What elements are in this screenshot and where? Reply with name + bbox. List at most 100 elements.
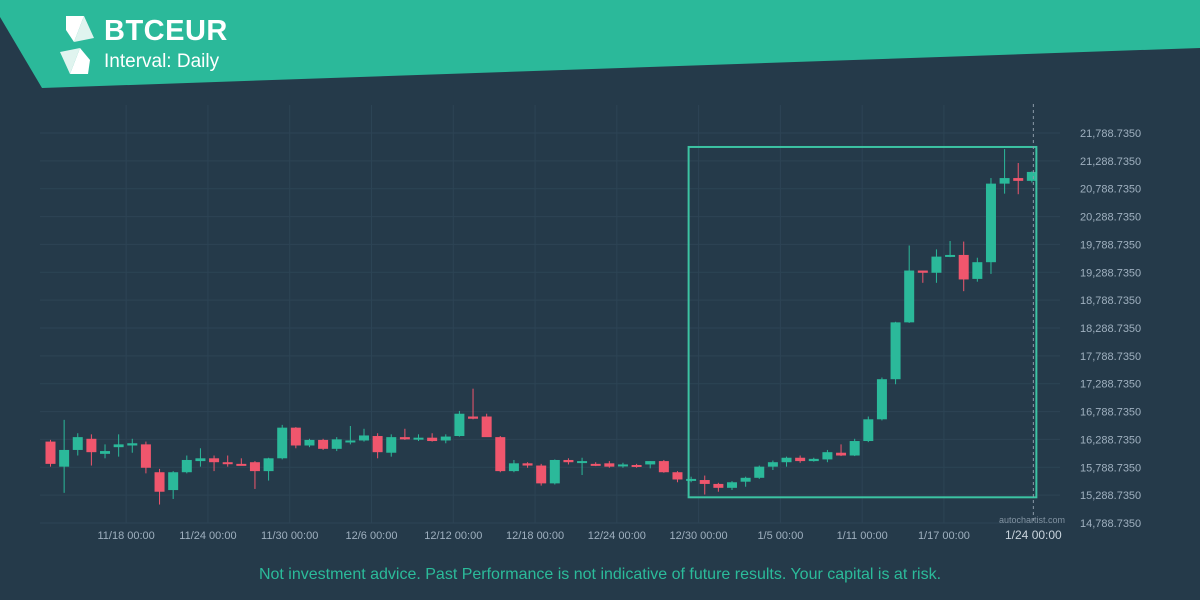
y-tick-label: 18,288.7350 — [1080, 323, 1141, 335]
candle — [590, 462, 601, 467]
candle-body — [386, 437, 397, 453]
candle-body — [113, 444, 124, 448]
candle-body — [154, 472, 165, 492]
candle — [958, 241, 969, 292]
candle — [100, 444, 111, 459]
y-tick-label: 17,288.7350 — [1080, 379, 1141, 391]
candle — [249, 461, 260, 489]
candle-body — [590, 463, 601, 466]
candle — [658, 459, 669, 473]
candle-body — [440, 436, 451, 441]
candle-body — [849, 441, 860, 456]
candle-body — [168, 472, 179, 491]
candle-body — [577, 461, 588, 464]
candle-body — [699, 480, 710, 484]
candle — [549, 459, 560, 485]
candle-body — [767, 462, 778, 467]
candle — [754, 465, 765, 479]
candle — [945, 241, 956, 258]
candle-body — [222, 462, 233, 465]
x-tick-label: 1/17 00:00 — [918, 530, 970, 542]
y-tick-label: 20,788.7350 — [1080, 184, 1141, 196]
candle-body — [999, 178, 1010, 184]
candle — [222, 455, 233, 467]
candle — [304, 438, 315, 448]
y-tick-label: 16,788.7350 — [1080, 407, 1141, 419]
candle — [386, 434, 397, 457]
x-tick-label: 11/30 00:00 — [261, 530, 318, 542]
candle-body — [399, 437, 410, 440]
candle — [454, 410, 465, 437]
candle — [358, 428, 369, 442]
candle — [495, 436, 506, 473]
x-tick-label: 12/30 00:00 — [670, 530, 728, 542]
candle-body — [917, 270, 928, 273]
candle-body — [372, 436, 383, 453]
candle — [836, 444, 847, 457]
candles — [45, 149, 1037, 505]
candle — [154, 468, 165, 505]
candle-body — [277, 427, 288, 459]
candle-body — [754, 466, 765, 478]
disclaimer-text: Not investment advice. Past Performance … — [258, 566, 942, 583]
candle — [195, 448, 206, 467]
x-tick-label: 11/24 00:00 — [179, 530, 236, 542]
candle-body — [86, 438, 97, 453]
candle-body — [686, 478, 697, 481]
candle — [767, 460, 778, 471]
candle-body — [45, 441, 56, 464]
candle-body — [658, 461, 669, 473]
candle-body — [604, 463, 615, 467]
pattern-box-layer — [687, 104, 1038, 523]
candle — [617, 462, 628, 468]
candle-body — [876, 379, 887, 420]
candle — [413, 434, 424, 442]
candle-body — [549, 459, 560, 484]
candle-body — [904, 270, 915, 323]
candle-body — [781, 457, 792, 463]
candle-body — [863, 419, 874, 442]
candle-body — [563, 459, 574, 463]
x-tick-label: 12/6 00:00 — [345, 530, 397, 542]
candle — [427, 433, 438, 442]
candle — [890, 321, 901, 385]
candle — [140, 441, 151, 474]
candle — [631, 463, 642, 468]
pattern-box — [687, 145, 1038, 499]
candle-body — [304, 439, 315, 446]
candle-body — [358, 435, 369, 441]
candle-body — [481, 416, 492, 438]
candle — [59, 419, 70, 493]
y-tick-label: 16,288.7350 — [1080, 434, 1141, 446]
candle — [468, 388, 479, 420]
candle — [277, 424, 288, 460]
candle — [604, 461, 615, 468]
y-tick-label: 21,788.7350 — [1080, 128, 1141, 140]
y-tick-label: 21,288.7350 — [1080, 156, 1141, 168]
candle-body — [795, 457, 806, 462]
candle — [863, 416, 874, 443]
x-tick-label: 12/24 00:00 — [588, 530, 646, 542]
candle-body — [727, 482, 737, 488]
candle-body — [1013, 178, 1024, 181]
candle — [399, 428, 410, 440]
grid — [40, 105, 1060, 524]
candle-body — [808, 458, 819, 462]
watermark: autochartist.com — [999, 515, 1065, 525]
candle-body — [890, 322, 901, 380]
candle-body — [318, 439, 329, 449]
candle-body — [536, 465, 547, 484]
candle-body — [617, 464, 628, 467]
header-banner — [0, 0, 1200, 88]
candle-body — [140, 444, 151, 468]
candle-body — [468, 416, 479, 419]
candle — [127, 438, 138, 453]
candlestick-chart: 21,788.7350 21,288.7350 20,788.7350 20,288.… — [40, 104, 1141, 542]
candle — [876, 377, 887, 421]
candle — [999, 149, 1010, 194]
candle — [209, 455, 220, 472]
candle-body — [985, 183, 996, 263]
candle-body — [181, 459, 192, 473]
candle-body — [249, 462, 260, 472]
candle — [263, 457, 274, 481]
